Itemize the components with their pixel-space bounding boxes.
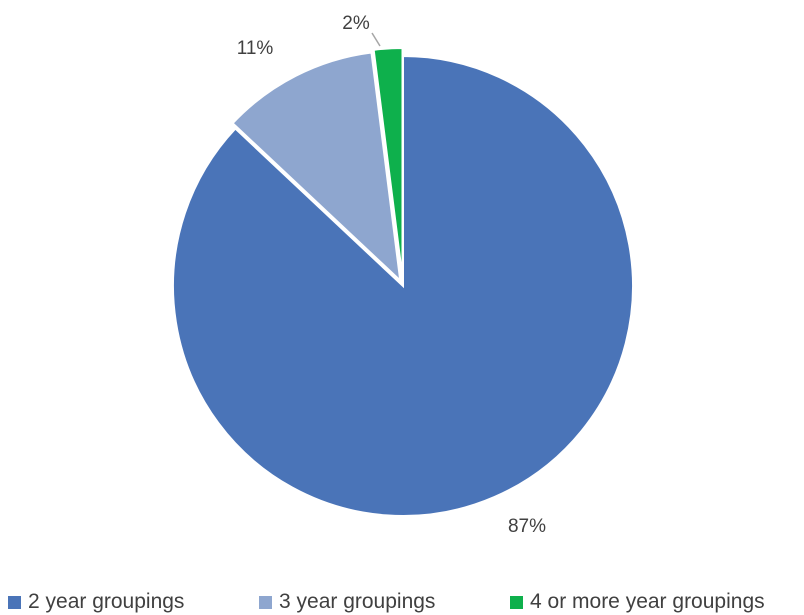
- legend-label-2-year: 2 year groupings: [28, 590, 185, 613]
- pie-slice-1: [172, 54, 634, 517]
- legend-swatch-4-or-more-year: [510, 595, 523, 609]
- pie-data-labels: 87% 11% 2%: [237, 13, 546, 537]
- legend-swatch-2-year: [8, 595, 21, 609]
- legend-label-3-year: 3 year groupings: [279, 590, 436, 613]
- leader-line: [371, 32, 381, 47]
- data-label-2: 11%: [237, 38, 274, 59]
- legend-item-2-year: 2 year groupings: [8, 590, 184, 614]
- pie-slice-3: [372, 47, 404, 279]
- legend-swatch-3-year: [259, 595, 272, 609]
- pie-slice-2: [231, 51, 402, 284]
- legend: 2 year groupings 3 year groupings 4 or m…: [0, 588, 804, 615]
- pie-slices: [172, 47, 634, 517]
- data-label-3: 2%: [342, 13, 370, 34]
- legend-item-4-or-more-year: 4 or more year groupings: [510, 590, 765, 614]
- legend-label-4-or-more-year: 4 or more year groupings: [530, 590, 765, 613]
- legend-item-3-year: 3 year groupings: [259, 590, 435, 614]
- data-label-1: 87%: [508, 516, 546, 537]
